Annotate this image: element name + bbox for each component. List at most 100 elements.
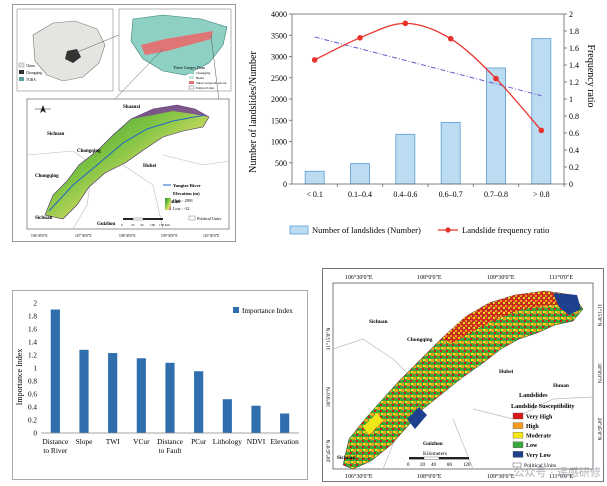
map2-label-hunan: Hunan xyxy=(553,383,569,389)
c1-ytick-label: 3000 xyxy=(271,53,287,62)
label-chongqing-lower: Chongqing xyxy=(35,174,59,179)
c2-ytick-label: 0.6 xyxy=(28,391,37,399)
importance-index-chart-svg: 0 0.2 0.4 0.6 0.8 1 1.2 1.4 1.6 1.8 2 Distance to Ri… xyxy=(15,300,300,456)
label-chongqing-upper: Chongqing xyxy=(77,149,101,154)
c2-ytick-label: 1 xyxy=(33,365,37,373)
svg-text:Three Gorges Reservoir: Three Gorges Reservoir xyxy=(196,81,228,85)
svg-text:110°30'0"E: 110°30'0"E xyxy=(203,234,220,238)
svg-text:108°30'0"E: 108°30'0"E xyxy=(119,234,136,238)
c1-frequency-point xyxy=(311,57,318,63)
frequency-ratio-chart: 0 500 1000 1500 2000 2500 3000 3500 4000 0 0.2 0.4 0… xyxy=(246,4,598,240)
map2-legend-item-label: Moderate xyxy=(526,434,551,440)
svg-text:106°30'0"E: 106°30'0"E xyxy=(345,274,373,281)
svg-text:106°30'0"E: 106°30'0"E xyxy=(345,473,373,480)
svg-text:0: 0 xyxy=(121,223,123,227)
c2-legend-label: Importance Index xyxy=(242,307,293,315)
c2-xtick-label: PCur xyxy=(191,437,207,446)
c2-xtick-label: NDVI xyxy=(247,437,266,446)
c2-ytick-label: 0.4 xyxy=(28,404,37,412)
c1-y2tick-label: 1.8 xyxy=(569,27,579,36)
c1-frequency-point xyxy=(493,75,499,82)
svg-text:109°30'0"E: 109°30'0"E xyxy=(487,274,515,281)
svg-text:31°15'0"N: 31°15'0"N xyxy=(325,328,332,351)
map2-legend-swatch xyxy=(512,432,524,439)
c1-y2label: Frequency ratio xyxy=(585,44,596,107)
c2-xtick-label: Distance to River xyxy=(42,437,69,455)
map2-label-chongqing: Chongqing xyxy=(407,337,433,343)
svg-text:Kilometers: Kilometers xyxy=(423,451,447,457)
c2-bar xyxy=(194,371,204,433)
label-sichuan: Sichuan xyxy=(47,132,64,137)
c1-y2tick-label: 1.6 xyxy=(569,44,579,53)
c1-frequency-line xyxy=(314,22,542,131)
label-sichuan-low: Sichuan xyxy=(35,216,52,221)
svg-text:106°30'0"E: 106°30'0"E xyxy=(31,234,48,238)
c1-bar xyxy=(350,163,370,185)
c1-legend-line-label: Landslide frequency ratio xyxy=(462,225,549,235)
c2-ytick-label: 1.4 xyxy=(28,339,37,347)
svg-text:108°0'0"E: 108°0'0"E xyxy=(417,274,442,281)
study-area-map: China Chongqing TGRA Three Gorges Dam Ch… xyxy=(12,4,236,242)
map2-legend: Landslides Landslide Susceptibility Very… xyxy=(511,392,575,469)
c2-xtick-label: VCur xyxy=(133,437,150,446)
map2-legend-swatch xyxy=(512,412,524,420)
svg-text:31°15'0"N: 31°15'0"N xyxy=(596,304,603,327)
c1-y2tick-label: 0 xyxy=(569,180,573,189)
importance-index-chart: 0 0.2 0.4 0.6 0.8 1 1.2 1.4 1.6 1.8 2 Distance to Ri… xyxy=(12,290,308,480)
chongqing-location xyxy=(65,49,81,63)
c1-ytick-label: 500 xyxy=(275,159,287,168)
c2-bar xyxy=(108,353,118,433)
c1-legend: Number of landslides (Number) Landslide … xyxy=(289,225,549,235)
c2-xtick-label: Slope xyxy=(76,437,94,446)
label-guizhou: Guizhou xyxy=(97,222,116,227)
c1-y2tick-label: 0.6 xyxy=(569,129,579,138)
map2-legend-item-label: High xyxy=(526,424,539,430)
c1-bar xyxy=(531,38,552,185)
study-area-map-svg: China Chongqing TGRA Three Gorges Dam Ch… xyxy=(16,8,232,238)
susceptibility-map-svg: Sichuan Chongqing Hubei Hunan Guizhou Si… xyxy=(323,269,603,481)
c1-y2tick-label: 1.2 xyxy=(569,78,579,87)
label-shaanxi: Shaanxi xyxy=(123,105,141,110)
legend-river: Yangtze River xyxy=(173,183,201,188)
svg-text:Chongqing: Chongqing xyxy=(196,71,211,75)
svg-text:Political Units: Political Units xyxy=(196,86,215,90)
c1-bar xyxy=(440,121,461,185)
c1-legend-bar-swatch xyxy=(289,225,309,235)
svg-text:150 Km: 150 Km xyxy=(159,223,170,227)
svg-text:0: 0 xyxy=(407,463,410,468)
svg-text:25: 25 xyxy=(131,223,135,227)
c1-ytick-label: 3500 xyxy=(271,31,287,40)
c2-bar xyxy=(50,309,60,433)
inset-legend-china: China xyxy=(26,64,35,68)
c1-y2tick-label: 2 xyxy=(569,10,573,19)
north-arrow-icon xyxy=(35,105,51,113)
c2-ylabel: Importance Index xyxy=(15,349,24,406)
svg-text:80: 80 xyxy=(447,463,453,468)
c2-ytick-label: 0.8 xyxy=(28,378,37,386)
c1-bar xyxy=(304,170,325,185)
c2-bar xyxy=(165,362,175,433)
c2-ytick-label: 0 xyxy=(33,430,37,438)
map2-legend-swatch xyxy=(512,441,524,448)
label-hunan: Hunan xyxy=(165,200,180,205)
svg-text:20: 20 xyxy=(420,463,426,468)
c1-ytick-label: 0 xyxy=(283,180,287,189)
map2-legend-item-label: Very High xyxy=(526,414,553,420)
svg-text:50: 50 xyxy=(140,223,144,227)
svg-text:28°45'0"N: 28°45'0"N xyxy=(325,440,332,463)
svg-text:100: 100 xyxy=(150,223,155,227)
svg-text:111°0'0"E: 111°0'0"E xyxy=(549,274,573,281)
svg-text:107°30'0"E: 107°30'0"E xyxy=(75,234,92,238)
c1-frequency-point xyxy=(538,127,545,134)
legend-high: High : 2991 xyxy=(173,198,193,203)
c2-ytick-label: 1.2 xyxy=(28,352,37,360)
map2-label-sichuan-low: Sichuan xyxy=(337,455,356,461)
c1-trendline xyxy=(314,36,542,97)
svg-text:109°30'0"E: 109°30'0"E xyxy=(161,234,178,238)
c2-xtick-label: Lithology xyxy=(213,437,242,446)
c2-ytick-label: 1.6 xyxy=(28,326,37,334)
c2-xtick-label: Elevation xyxy=(271,437,300,446)
legend-units: Political Units xyxy=(197,216,221,221)
c1-frequency-point xyxy=(357,35,363,41)
svg-text:28°45'0"N: 28°45'0"N xyxy=(596,418,603,441)
